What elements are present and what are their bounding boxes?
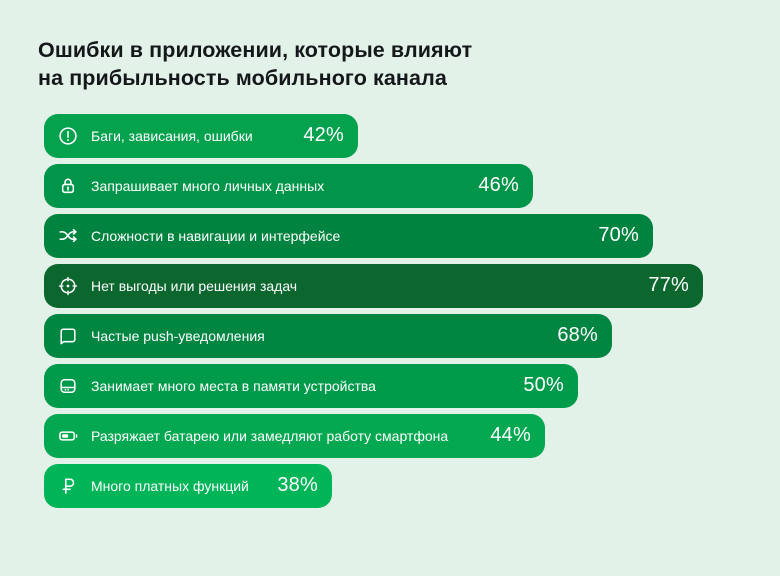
bar-label: Баги, зависания, ошибки (91, 127, 253, 144)
page-title: Ошибки в приложении, которые влияют на п… (38, 36, 742, 93)
ruble-icon (57, 475, 79, 497)
bar-value: 38% (277, 474, 318, 497)
bar-row: Баги, зависания, ошибки 42% (44, 113, 358, 158)
page-title-line-1: Ошибки в приложении, которые влияют (38, 38, 473, 62)
bar-value: 70% (598, 224, 639, 247)
bar-chart: Баги, зависания, ошибки 42% Запрашивает … (44, 113, 780, 508)
alert-circle-icon (57, 125, 79, 147)
bar-row: Нет выгоды или решения задач 77% (44, 263, 703, 308)
storage-icon (57, 375, 79, 397)
bar-label: Запрашивает много личных данных (91, 177, 325, 194)
bar-label: Сложности в навигации и интерфейсе (91, 227, 341, 244)
chat-bubble-icon (57, 325, 79, 347)
bar-value: 44% (490, 424, 531, 447)
bar-row: Сложности в навигации и интерфейсе 70% (44, 213, 653, 258)
battery-icon (57, 425, 79, 447)
lock-icon (57, 175, 79, 197)
target-icon (57, 275, 79, 297)
bar-value: 42% (303, 124, 344, 147)
bar-row: Частые push-уведомления 68% (44, 313, 612, 358)
bar-value: 68% (557, 324, 598, 347)
bar-value: 46% (478, 174, 519, 197)
bar-label: Частые push-уведомления (91, 327, 265, 344)
bar-row: Много платных функций 38% (44, 463, 332, 508)
bar-label: Много платных функций (91, 477, 249, 494)
bar-row: Запрашивает много личных данных 46% (44, 163, 533, 208)
bar-label: Нет выгоды или решения задач (91, 277, 298, 294)
bar-value: 50% (523, 374, 564, 397)
bar-row: Занимает много места в памяти устройства… (44, 363, 578, 408)
bar-label: Разряжает батарею или замедляют работу с… (91, 427, 449, 444)
shuffle-icon (57, 225, 79, 247)
bar-value: 77% (648, 274, 689, 297)
bar-row: Разряжает батарею или замедляют работу с… (44, 413, 545, 458)
bar-label: Занимает много места в памяти устройства (91, 377, 376, 394)
page-title-line-2: на прибыльность мобильного канала (38, 66, 447, 91)
